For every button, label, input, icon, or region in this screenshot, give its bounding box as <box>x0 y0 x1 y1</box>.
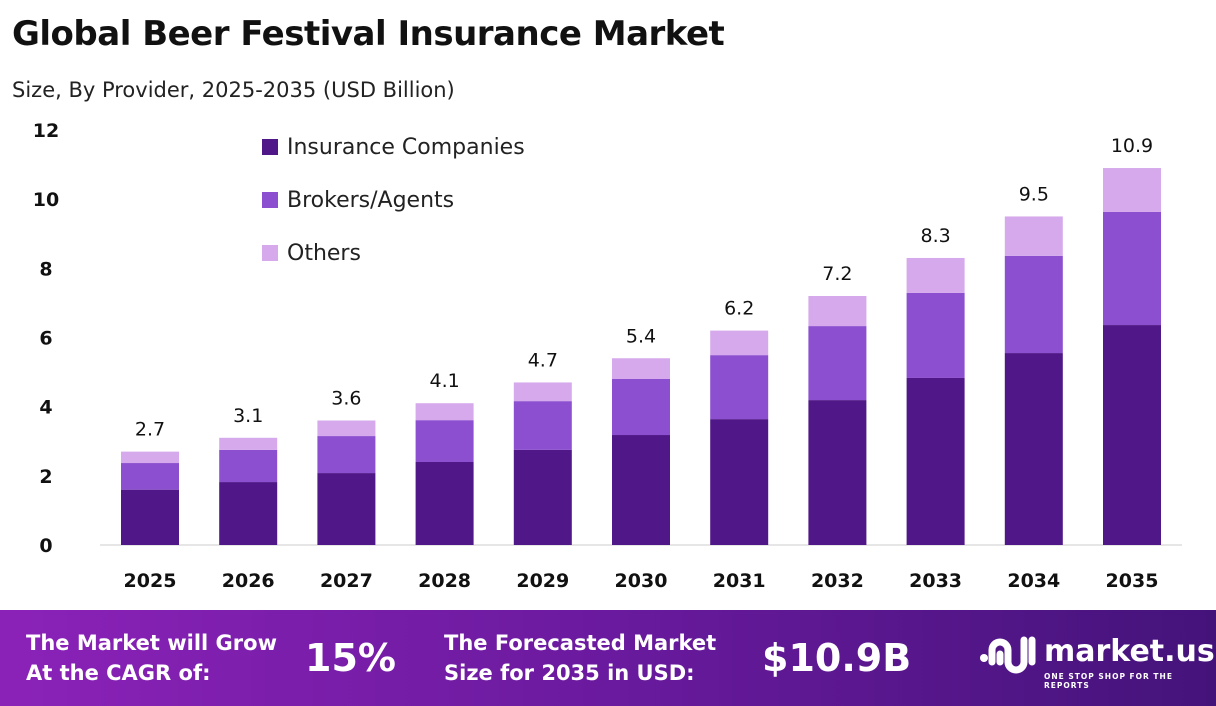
bar-segment-others-2026 <box>219 437 278 450</box>
y-tick-label: 2 <box>39 466 52 488</box>
legend-swatch <box>262 192 278 208</box>
bar-segment-others-2031 <box>710 330 769 356</box>
x-tick-label: 2035 <box>1106 570 1159 592</box>
x-tick-label: 2025 <box>124 570 177 592</box>
bar-segment-brokers-agents-2027 <box>317 436 376 474</box>
market-us-logo-icon <box>980 636 1036 674</box>
bar-segment-insurance-companies-2027 <box>317 473 376 545</box>
x-tick-label: 2026 <box>222 570 275 592</box>
bar-segment-brokers-agents-2026 <box>219 449 278 483</box>
total-label: 9.5 <box>1019 183 1049 205</box>
bar-segment-brokers-agents-2030 <box>612 379 670 436</box>
bar-segment-others-2025 <box>121 451 179 464</box>
bar-segment-brokers-agents-2029 <box>513 401 572 450</box>
total-label: 5.4 <box>626 325 656 347</box>
x-tick-label: 2031 <box>713 570 766 592</box>
bar-segment-brokers-agents-2035 <box>1103 211 1161 326</box>
bar-segment-brokers-agents-2025 <box>121 463 179 490</box>
total-label: 3.6 <box>331 388 361 410</box>
bar-segment-others-2028 <box>415 403 474 421</box>
legend-label: Insurance Companies <box>287 135 525 160</box>
logo-text: market.us <box>1044 634 1215 669</box>
legend-swatch <box>262 245 278 261</box>
x-tick-label: 2034 <box>1007 570 1060 592</box>
cagr-label: The Market will Grow At the CAGR of: <box>26 631 277 685</box>
y-tick-label: 0 <box>39 535 52 557</box>
bar-segment-others-2030 <box>612 358 670 379</box>
bar-segment-brokers-agents-2031 <box>710 355 769 420</box>
cagr-value: 15% <box>305 636 396 680</box>
stacked-bar-chart: 0 2 4 6 8 10 12 2.7 2025 3.1 2026 3.6 2027 4.1 2028 4.7… <box>33 120 1182 592</box>
total-label: 10.9 <box>1111 135 1153 157</box>
bar-segment-insurance-companies-2028 <box>415 462 474 545</box>
x-tick-label: 2032 <box>811 570 864 592</box>
bar-segment-brokers-agents-2034 <box>1004 255 1063 354</box>
forecast-label: The Forecasted Market Size for 2035 in U… <box>444 631 717 685</box>
forecast-value: $10.9B <box>762 636 912 680</box>
bar-segment-others-2027 <box>317 420 376 437</box>
y-tick-label: 4 <box>39 397 52 419</box>
bar-segment-others-2032 <box>808 296 867 327</box>
legend-label: Brokers/Agents <box>287 188 454 213</box>
total-label: 3.1 <box>233 405 263 427</box>
x-tick-label: 2027 <box>320 570 373 592</box>
x-tick-label: 2029 <box>516 570 569 592</box>
bar-segment-insurance-companies-2035 <box>1103 325 1161 545</box>
bar-segment-brokers-agents-2028 <box>415 420 474 462</box>
bar-segment-insurance-companies-2033 <box>906 377 965 545</box>
bar-segment-insurance-companies-2032 <box>808 400 867 545</box>
chart-title: Global Beer Festival Insurance Market <box>12 14 725 54</box>
total-label: 2.7 <box>135 419 165 441</box>
bar-segment-brokers-agents-2033 <box>906 292 965 378</box>
y-tick-label: 8 <box>39 258 52 280</box>
total-label: 8.3 <box>920 225 950 247</box>
bar-segment-insurance-companies-2026 <box>219 482 278 545</box>
logo-tagline: ONE STOP SHOP FOR THE REPORTS <box>1044 672 1173 690</box>
chart-subtitle: Size, By Provider, 2025-2035 (USD Billio… <box>12 78 455 102</box>
total-label: 4.1 <box>429 370 459 392</box>
bar-segment-brokers-agents-2032 <box>808 326 867 401</box>
total-label: 4.7 <box>528 349 558 371</box>
bar-segment-insurance-companies-2025 <box>121 489 179 545</box>
footer-banner: The Market will Grow At the CAGR of: 15%… <box>0 610 1216 706</box>
bar-segment-others-2033 <box>906 257 965 293</box>
y-tick-label: 12 <box>33 120 59 142</box>
legend-label: Others <box>287 241 361 266</box>
bar-segment-others-2029 <box>513 382 572 402</box>
bar-segment-insurance-companies-2031 <box>710 419 769 545</box>
bar-segment-others-2035 <box>1103 168 1161 212</box>
bar-segment-others-2034 <box>1004 216 1063 256</box>
bar-segment-insurance-companies-2030 <box>612 435 670 545</box>
bar-segment-insurance-companies-2034 <box>1004 353 1063 545</box>
x-tick-label: 2033 <box>909 570 962 592</box>
x-tick-label: 2030 <box>615 570 668 592</box>
y-tick-label: 6 <box>39 328 52 350</box>
bar-segment-insurance-companies-2029 <box>513 449 572 545</box>
y-tick-label: 10 <box>33 189 59 211</box>
legend-swatch <box>262 139 278 155</box>
total-label: 7.2 <box>822 263 852 285</box>
total-label: 6.2 <box>724 298 754 320</box>
x-tick-label: 2028 <box>418 570 471 592</box>
